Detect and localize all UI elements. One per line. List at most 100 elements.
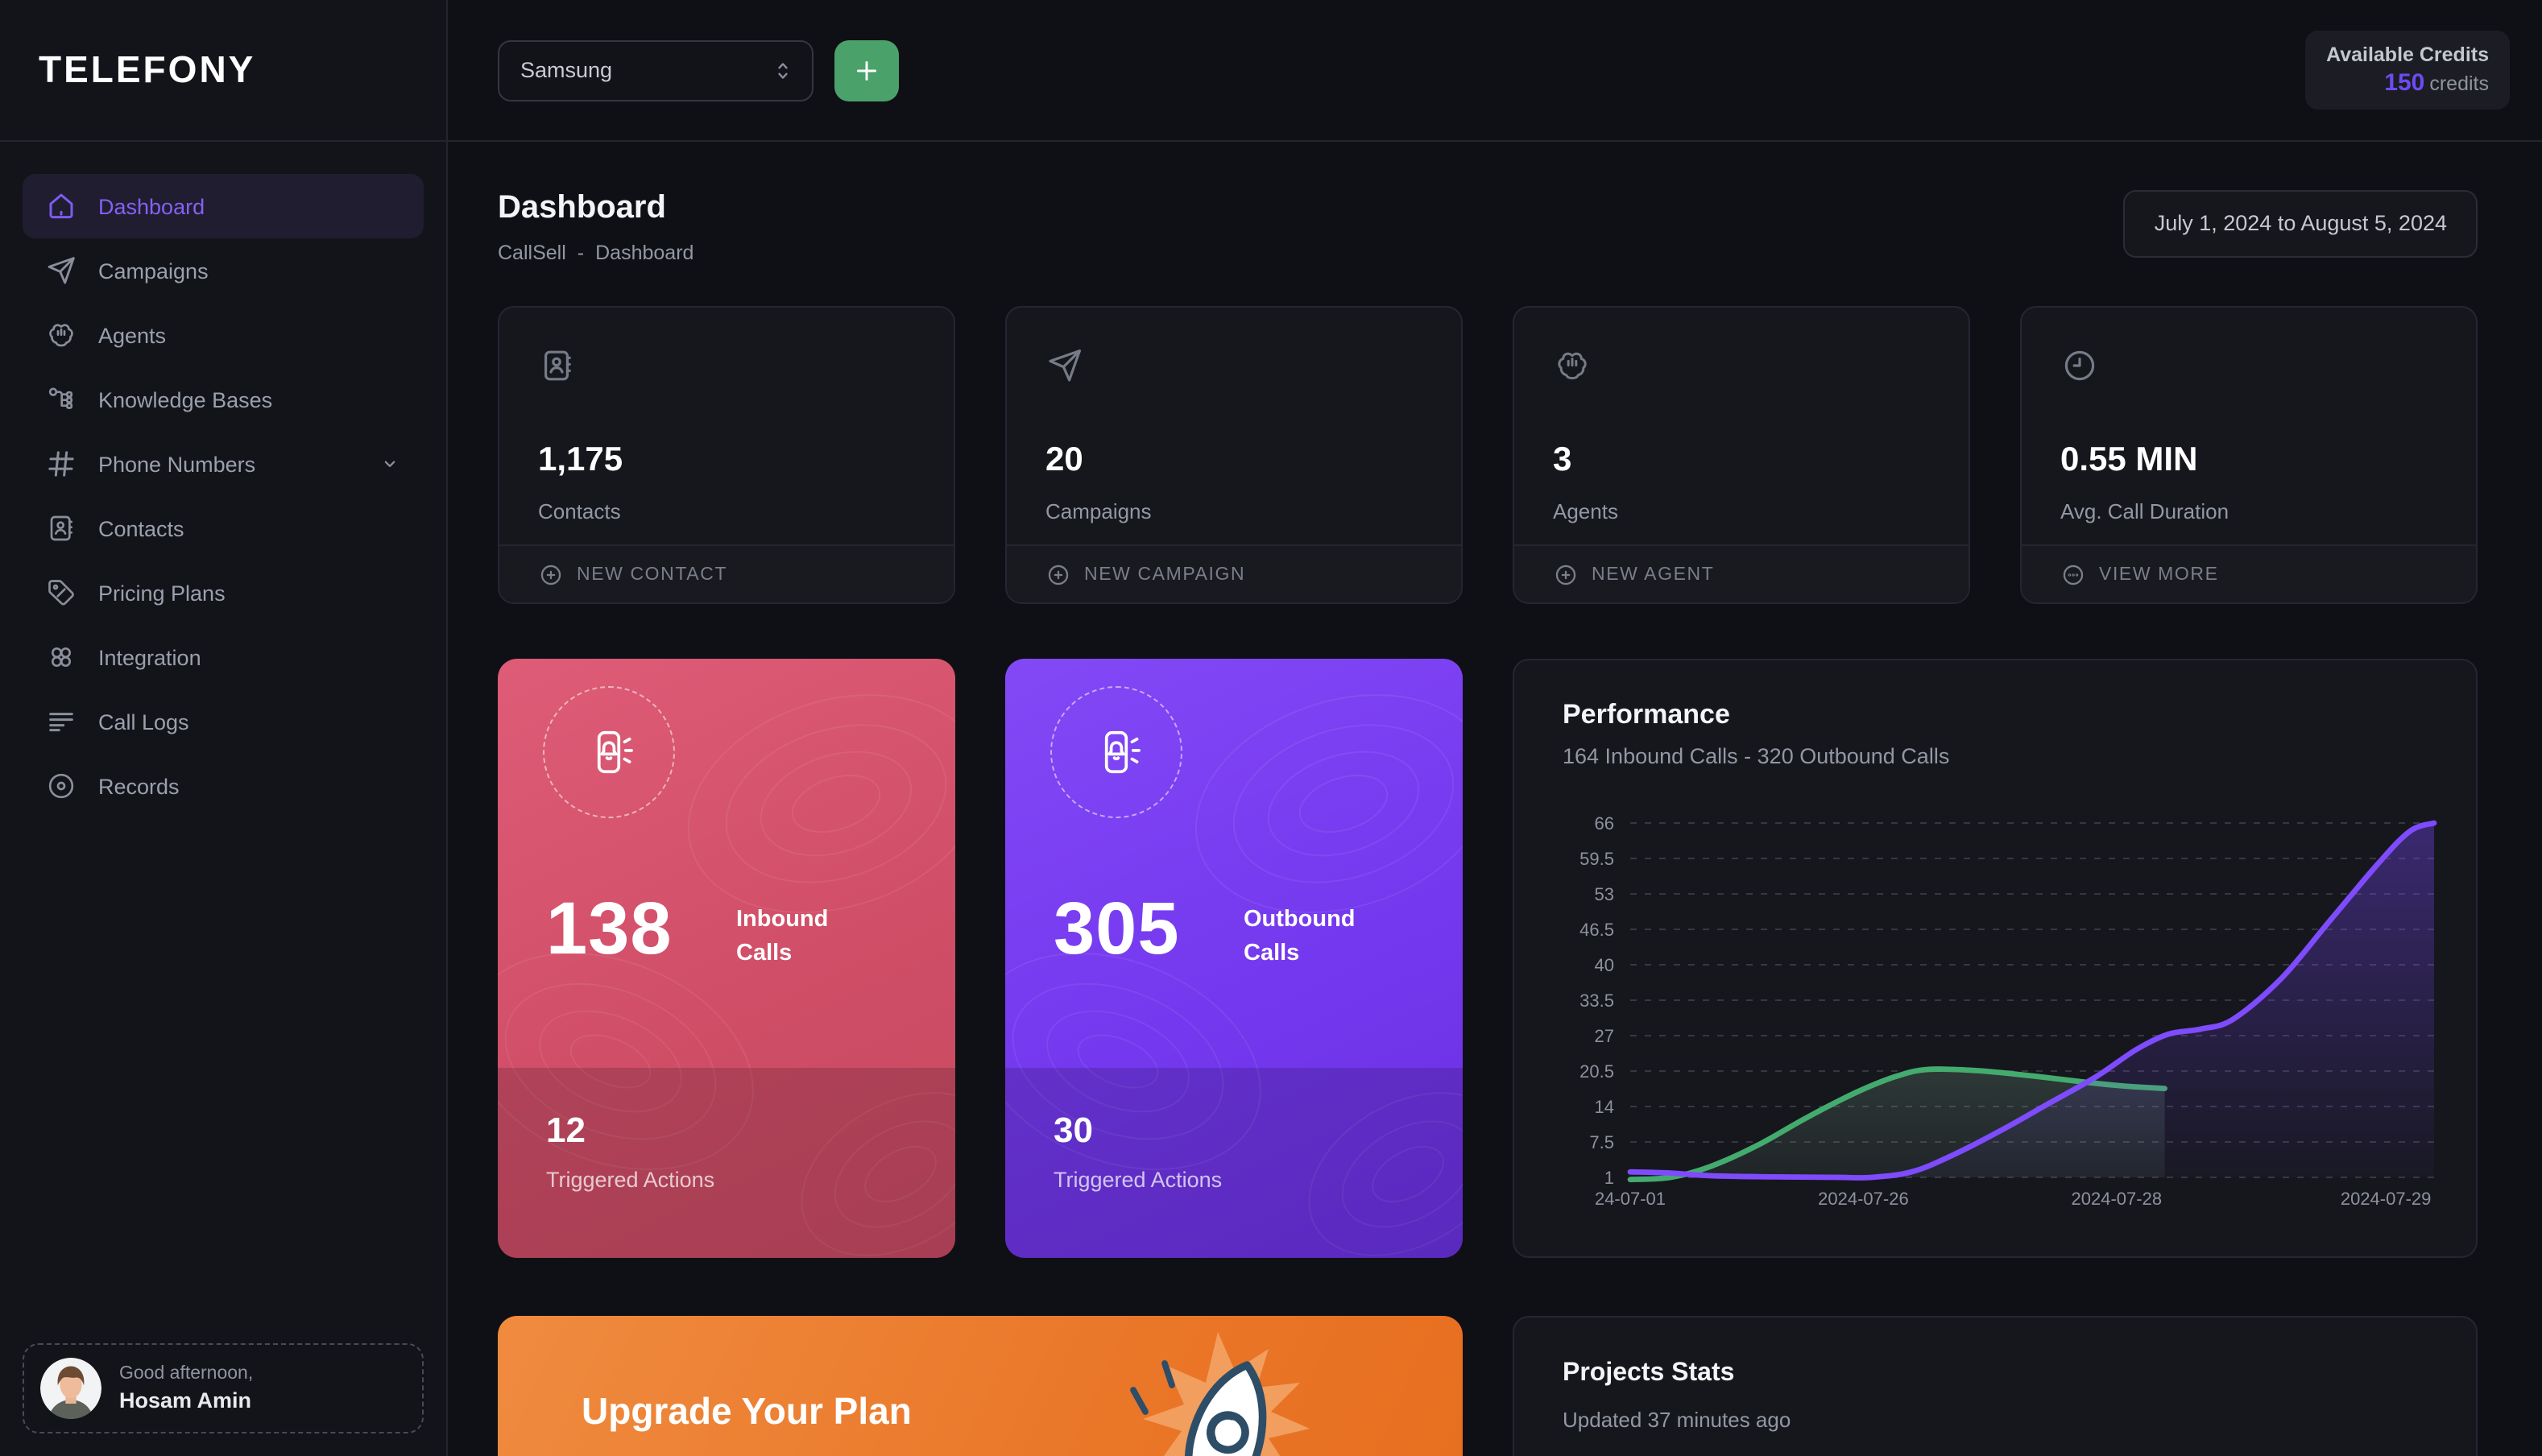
sidebar-item-integration[interactable]: Integration xyxy=(23,625,424,689)
sidebar-item-label: Knowledge Bases xyxy=(98,387,273,412)
outbound-triggered-section: 30 Triggered Actions xyxy=(1005,1068,1463,1258)
telefony-logo: TELEFONY xyxy=(39,48,256,90)
sidebar-item-label: Phone Numbers xyxy=(98,452,256,476)
avg-call-duration-label: Avg. Call Duration xyxy=(2060,499,2229,523)
outbound-calls-card: 305 Outbound Calls 30 Triggered Actions xyxy=(1005,659,1463,1258)
plus-icon xyxy=(852,56,881,85)
paper-plane-icon xyxy=(1045,346,1084,385)
sidebar-item-call-logs[interactable]: Call Logs xyxy=(23,689,424,754)
workspace-select[interactable]: Samsung xyxy=(498,39,814,101)
new-agent-button[interactable]: NEW AGENT xyxy=(1514,544,1969,602)
rocket-illustration xyxy=(1130,1332,1310,1456)
svg-text:59.5: 59.5 xyxy=(1579,849,1614,869)
campaigns-label: Campaigns xyxy=(1045,499,1152,523)
paper-plane-icon xyxy=(45,254,77,287)
tree-structure-icon xyxy=(45,383,77,416)
new-contact-button[interactable]: NEW CONTACT xyxy=(499,544,954,602)
upgrade-plan-title: Upgrade Your Plan xyxy=(582,1390,912,1432)
sidebar-item-phone-numbers[interactable]: Phone Numbers xyxy=(23,432,424,496)
performance-chart: 1 7.5 14 20.5 27 33.5 40 46.5 53 59.5 66 24-07-01 20… xyxy=(1579,813,2437,1209)
user-profile-card[interactable]: Good afternoon, Hosam Amin xyxy=(23,1343,424,1433)
campaigns-stat-card: 20 Campaigns NEW CAMPAIGN xyxy=(1005,306,1463,604)
phone-ringing-badge xyxy=(1050,686,1182,818)
credits-amount: 150 xyxy=(2384,69,2425,97)
sidebar-item-label: Dashboard xyxy=(98,194,205,218)
svg-text:46.5: 46.5 xyxy=(1579,920,1614,940)
main-area: Samsung Available Credits 150 credits xyxy=(448,0,2542,1456)
avg-call-duration-stat-card: 0.55 MIN Avg. Call Duration VIEW MORE xyxy=(2020,306,2478,604)
performance-subtitle: 164 Inbound Calls - 320 Outbound Calls xyxy=(1563,744,1950,768)
page-content: Dashboard CallSell - Dashboard July 1, 2… xyxy=(448,142,2542,1456)
user-greeting: Good afternoon, xyxy=(119,1364,254,1384)
inbound-calls-card: 138 Inbound Calls 12 Triggered Actions xyxy=(498,659,955,1258)
credits-line: 150 credits xyxy=(2326,69,2489,97)
performance-card: Performance 164 Inbound Calls - 320 Outb… xyxy=(1513,659,2478,1258)
sidebar-nav: Dashboard Campaigns Agents Knowledge Bas… xyxy=(0,142,446,1321)
sidebar-item-records[interactable]: Records xyxy=(23,754,424,818)
hash-icon xyxy=(45,448,77,480)
view-more-label: VIEW MORE xyxy=(2099,565,2219,584)
inbound-calls-label: Inbound Calls xyxy=(736,907,829,966)
new-campaign-label: NEW CAMPAIGN xyxy=(1084,565,1246,584)
upgrade-plan-card[interactable]: Upgrade Your Plan xyxy=(498,1316,1463,1456)
ellipsis-circle-icon xyxy=(2060,561,2086,587)
campaigns-count: 20 xyxy=(1045,441,1083,478)
page-header: Dashboard CallSell - Dashboard July 1, 2… xyxy=(498,190,2478,264)
sidebar-item-label: Integration xyxy=(98,645,201,669)
credits-badge: Available Credits 150 credits xyxy=(2305,31,2510,110)
date-range-picker[interactable]: July 1, 2024 to August 5, 2024 xyxy=(2123,190,2478,258)
sidebar-item-agents[interactable]: Agents xyxy=(23,303,424,367)
clock-icon xyxy=(2060,346,2099,385)
sidebar-item-label: Contacts xyxy=(98,516,184,540)
chevron-down-icon xyxy=(379,453,401,475)
inbound-triggered-label: Triggered Actions xyxy=(546,1168,715,1192)
view-more-button[interactable]: VIEW MORE xyxy=(2022,544,2476,602)
sidebar-item-label: Campaigns xyxy=(98,259,209,283)
sidebar-item-pricing-plans[interactable]: Pricing Plans xyxy=(23,560,424,625)
sidebar-item-knowledge-bases[interactable]: Knowledge Bases xyxy=(23,367,424,432)
inbound-triggered-value: 12 xyxy=(546,1110,586,1150)
credits-unit: credits xyxy=(2429,72,2489,95)
svg-text:1: 1 xyxy=(1604,1168,1614,1188)
breadcrumb: CallSell - Dashboard xyxy=(498,242,693,264)
brain-icon xyxy=(1553,346,1592,385)
svg-text:66: 66 xyxy=(1595,813,1614,833)
breadcrumb-separator: - xyxy=(577,242,585,264)
credits-title: Available Credits xyxy=(2326,43,2489,66)
agents-count: 3 xyxy=(1553,441,1572,478)
brain-icon xyxy=(45,319,77,351)
svg-text:27: 27 xyxy=(1595,1026,1614,1046)
sidebar-item-label: Call Logs xyxy=(98,709,189,734)
outbound-calls-value: 305 xyxy=(1054,886,1180,970)
add-workspace-button[interactable] xyxy=(834,39,899,101)
inbound-triggered-section: 12 Triggered Actions xyxy=(498,1068,955,1258)
svg-text:53: 53 xyxy=(1595,884,1614,904)
projects-stats-card: Projects Stats Updated 37 minutes ago xyxy=(1513,1316,2478,1456)
page-title: Dashboard xyxy=(498,190,666,225)
breadcrumb-root[interactable]: CallSell xyxy=(498,242,566,264)
svg-text:20.5: 20.5 xyxy=(1579,1061,1614,1082)
sidebar-item-contacts[interactable]: Contacts xyxy=(23,496,424,560)
sidebar-item-dashboard[interactable]: Dashboard xyxy=(23,174,424,238)
new-campaign-button[interactable]: NEW CAMPAIGN xyxy=(1007,544,1461,602)
svg-text:24-07-01: 24-07-01 xyxy=(1595,1189,1666,1209)
plus-circle-icon xyxy=(1553,561,1579,587)
phone-ringing-icon xyxy=(583,726,635,778)
agents-stat-card: 3 Agents NEW AGENT xyxy=(1513,306,1970,604)
avatar xyxy=(40,1358,101,1419)
user-text: Good afternoon, Hosam Amin xyxy=(119,1364,253,1413)
svg-text:2024-07-29: 2024-07-29 xyxy=(2341,1189,2432,1209)
new-contact-label: NEW CONTACT xyxy=(577,565,728,584)
sidebar-item-label: Records xyxy=(98,774,180,798)
projects-stats-title: Projects Stats xyxy=(1563,1359,1735,1387)
logo-area: TELEFONY xyxy=(0,0,446,142)
phone-ringing-icon xyxy=(1091,726,1142,778)
knot-icon xyxy=(45,641,77,673)
sidebar-item-campaigns[interactable]: Campaigns xyxy=(23,238,424,303)
topographic-pattern xyxy=(498,694,955,1256)
bottom-row: Upgrade Your Plan Proje xyxy=(498,1316,2478,1456)
calls-performance-row: 138 Inbound Calls 12 Triggered Actions xyxy=(498,659,2478,1258)
topographic-pattern xyxy=(1005,694,1463,1256)
plus-circle-icon xyxy=(538,561,564,587)
svg-text:2024-07-26: 2024-07-26 xyxy=(1818,1189,1909,1209)
